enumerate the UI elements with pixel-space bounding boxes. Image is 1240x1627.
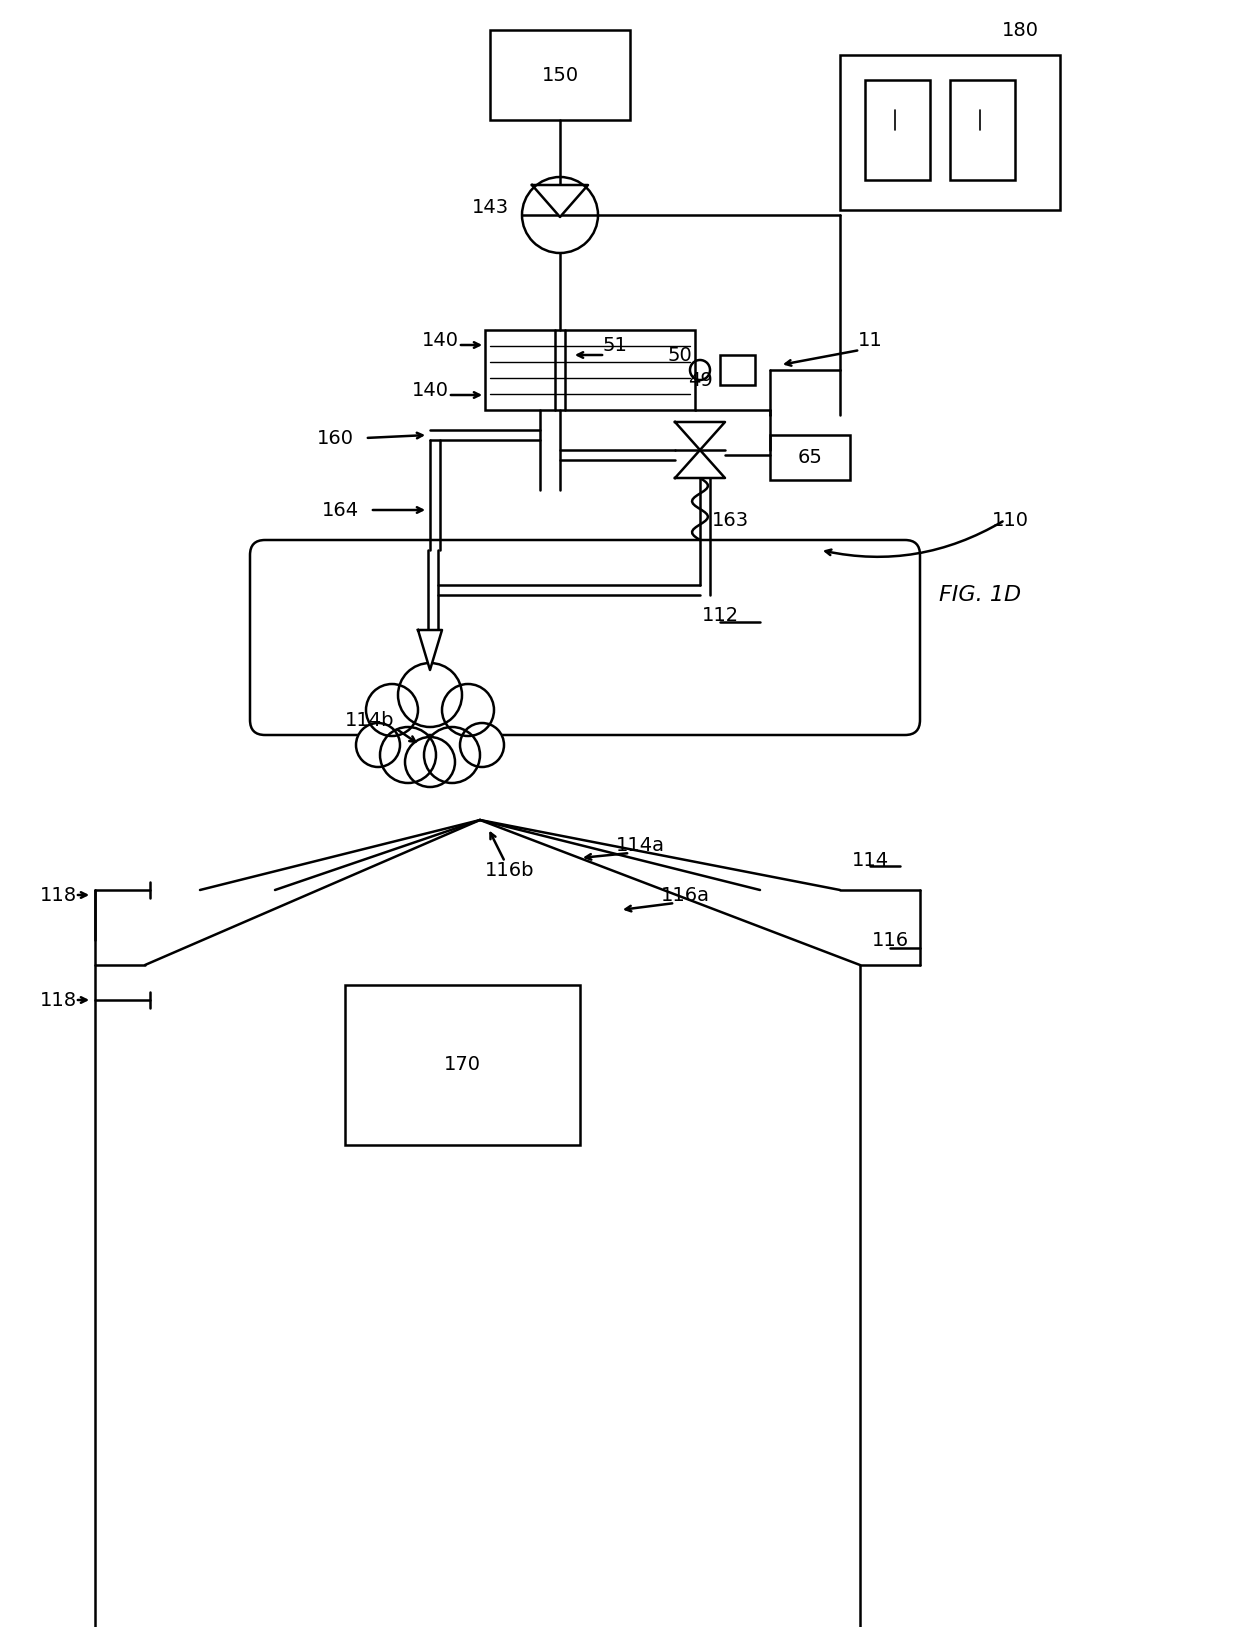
Text: 170: 170 [444,1056,481,1074]
Circle shape [398,662,463,727]
Text: 114a: 114a [615,836,665,854]
Text: 11: 11 [858,330,883,350]
Text: 112: 112 [702,605,739,625]
Text: 50: 50 [667,345,692,364]
Text: 150: 150 [542,65,579,85]
Text: 160: 160 [316,428,353,447]
Text: 164: 164 [321,501,358,519]
Circle shape [441,683,494,735]
Circle shape [366,683,418,735]
Text: 118: 118 [40,991,77,1009]
Circle shape [424,727,480,783]
Text: 140: 140 [422,330,459,350]
Bar [720,355,755,386]
Polygon shape [532,185,588,216]
Text: 49: 49 [688,371,712,389]
Text: 116: 116 [872,931,909,950]
Polygon shape [418,630,441,670]
Text: 143: 143 [471,197,508,216]
Text: 114b: 114b [345,711,394,729]
Bar [950,80,1016,181]
Text: 110: 110 [992,511,1028,529]
Text: 65: 65 [797,447,822,467]
Circle shape [460,722,503,766]
Circle shape [405,737,455,787]
Circle shape [379,727,436,783]
Text: 180: 180 [1002,21,1039,39]
Text: 114: 114 [852,851,889,869]
Polygon shape [675,421,725,451]
Text: 116b: 116b [485,861,534,880]
Polygon shape [675,451,725,478]
Text: 140: 140 [412,381,449,400]
FancyBboxPatch shape [250,540,920,735]
Text: 51: 51 [603,335,627,355]
Bar [490,29,630,120]
Bar [345,984,580,1145]
Bar [485,330,694,410]
Circle shape [356,722,401,766]
Text: 118: 118 [40,885,77,905]
Text: 116a: 116a [661,885,709,905]
Bar [839,55,1060,210]
Text: FIG. 1D: FIG. 1D [939,586,1021,605]
Text: 163: 163 [712,511,749,529]
Bar [866,80,930,181]
Bar [770,434,849,480]
